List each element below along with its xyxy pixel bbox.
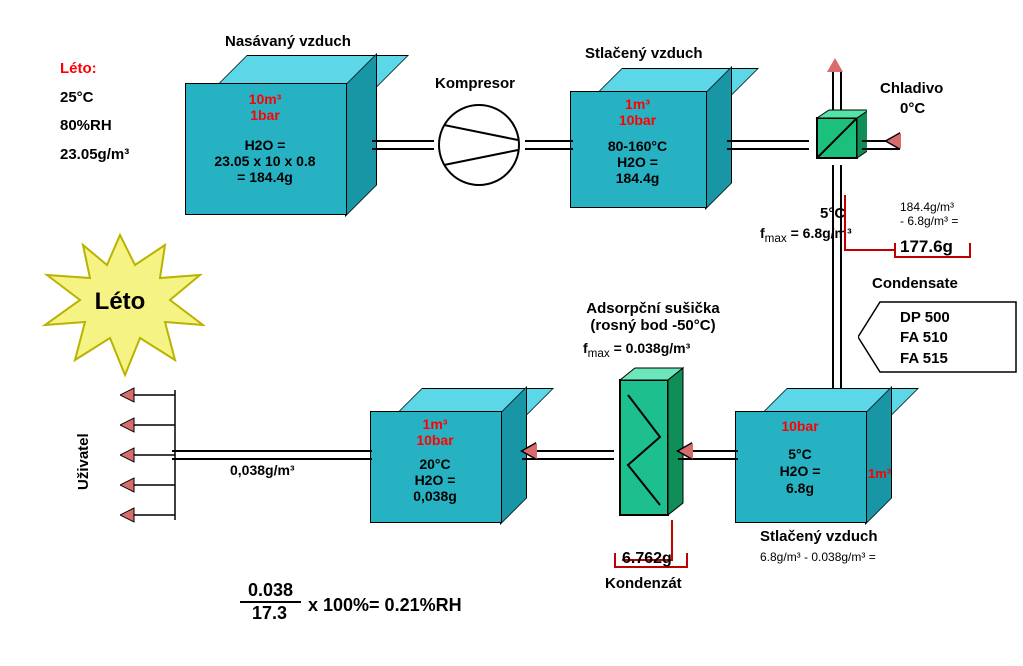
- dryer-head: Adsorpční sušička(rosný bod -50°C): [563, 300, 743, 334]
- pipe: [832, 70, 842, 110]
- fmax-dryer: fmax = 0.038g/m³: [583, 340, 690, 360]
- user-label: Uživatel: [75, 433, 92, 490]
- heat-exchanger: [807, 108, 867, 173]
- outlet-cube: 1m³ 10bar 20°C H2O = 0,038g: [370, 388, 525, 523]
- compressed-title: Stlačený vzduch: [585, 45, 703, 62]
- cooled-title: Stlačený vzduch: [760, 528, 878, 545]
- compressed-cube: 1m³ 10bar 80-160°C H2O = 184.4g: [570, 68, 730, 208]
- cond2-value: 6.762g: [622, 550, 672, 568]
- products-list: DP 500FA 510FA 515: [900, 308, 950, 369]
- season-burst: Léto: [35, 230, 205, 380]
- cond1-value: 177.6g: [900, 237, 953, 257]
- intake-cube: 10m³ 1bar H2O = 23.05 x 10 x 0.8 = 184.4…: [185, 55, 375, 215]
- arrow-head: [678, 443, 692, 459]
- coolant-label: Chladivo: [880, 80, 943, 97]
- summer-temp: 25°C: [60, 84, 129, 113]
- compressor-label: Kompresor: [435, 75, 515, 92]
- dryer-body: [610, 365, 685, 530]
- summer-heading: Léto:: [60, 55, 129, 84]
- compressor-icon: [432, 100, 527, 195]
- cond2-label: Kondenzát: [605, 575, 682, 592]
- cond2-calc: 6.8g/m³ - 0.038g/m³ =: [760, 550, 876, 564]
- cooled-cube: 10bar 1m³ 5°C H2O = 6.8g: [735, 388, 890, 523]
- user-outlets: [120, 380, 180, 535]
- arrow-head: [522, 443, 536, 459]
- equation: 0.038 17.3: [240, 580, 301, 624]
- pipe: [372, 140, 434, 150]
- arrow-head: [886, 133, 900, 149]
- arrow-head: [827, 58, 843, 72]
- cond1-label: Condensate: [872, 275, 958, 292]
- intake-title: Nasávaný vzduch: [225, 33, 351, 50]
- summer-abs: 23.05g/m³: [60, 141, 129, 170]
- fmax-cooler: fmax = 6.8g/m³: [760, 225, 852, 245]
- coolant-temp: 0°C: [900, 100, 925, 117]
- pipe: [172, 450, 372, 460]
- equation-rest: x 100%= 0.21%RH: [308, 595, 462, 616]
- pipe: [727, 140, 809, 150]
- burst-label: Léto: [35, 288, 205, 316]
- summer-rh: 80%RH: [60, 112, 129, 141]
- pipe: [525, 140, 573, 150]
- flow-value: 0,038g/m³: [230, 462, 295, 478]
